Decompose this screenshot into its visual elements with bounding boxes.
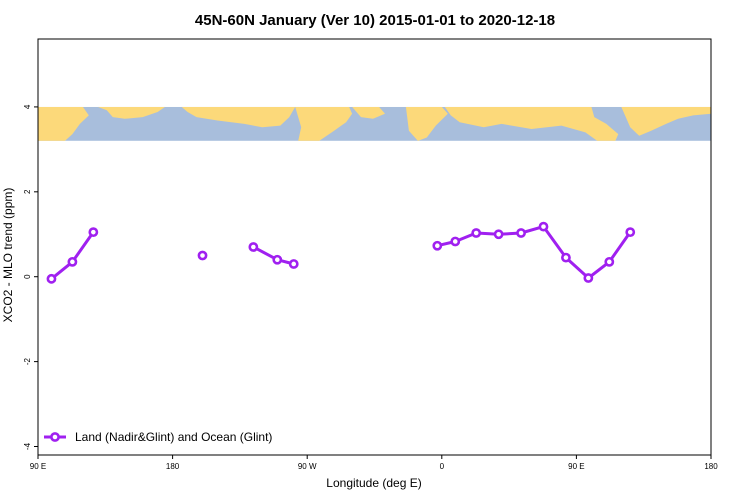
y-axis-title: XCO2 - MLO trend (ppm)	[1, 188, 15, 323]
series-0-line-0	[50, 231, 95, 280]
map-land-7	[621, 106, 711, 136]
y-tick-label-0: -4	[23, 442, 32, 450]
series-0-point-14	[583, 273, 594, 283]
y-tick-label-3: 2	[23, 189, 32, 194]
series-0-point-8	[450, 236, 461, 247]
y-tick-label-2: 0	[23, 274, 32, 279]
map-land-1	[97, 106, 166, 119]
x-tick-label-1: 180	[166, 462, 180, 471]
x-tick-label-2: 90 W	[298, 462, 317, 471]
series-layer	[46, 221, 636, 284]
plot-frame	[37, 38, 712, 456]
series-0-point-10	[493, 229, 504, 240]
y-tick-label-1: -2	[23, 358, 32, 366]
series-0-point-5	[272, 254, 283, 265]
series-0-point-16	[625, 227, 636, 238]
x-tick-label-0: 90 E	[30, 462, 46, 471]
legend-label-0: Land (Nadir&Glint) and Ocean (Glint)	[75, 430, 272, 444]
chart-title: 45N-60N January (Ver 10) 2015-01-01 to 2…	[195, 12, 555, 29]
x-tick-label-5: 180	[704, 462, 718, 471]
x-axis-title: Longitude (deg E)	[326, 476, 421, 490]
world-map-band	[38, 106, 711, 141]
series-0-point-9	[471, 228, 482, 238]
legend-swatch-marker	[50, 432, 60, 442]
x-axis: 90 E 180 90 W 0 90 E 180	[30, 455, 718, 471]
x-tick-label-3: 0	[440, 462, 445, 471]
series-0-point-15	[604, 256, 615, 267]
series-0-point-7	[432, 240, 443, 251]
map-land-2	[181, 106, 296, 128]
y-axis: -4 -2 0 2 4	[23, 104, 38, 450]
legend: Land (Nadir&Glint) and Ocean (Glint)	[44, 430, 272, 444]
series-0-point-11	[516, 228, 526, 238]
map-land-4	[352, 106, 385, 119]
y-tick-label-4: 4	[23, 104, 32, 109]
map-land-0	[38, 106, 89, 141]
series-0-point-0	[46, 273, 57, 284]
map-land-3	[295, 106, 353, 141]
map-land-6	[444, 106, 619, 141]
series-0-point-2	[88, 227, 99, 238]
series-0-point-4	[248, 242, 259, 252]
series-0-point-3	[197, 250, 208, 261]
series-0-point-6	[288, 259, 299, 269]
series-0-point-1	[67, 256, 78, 267]
series-0-point-13	[561, 252, 571, 263]
series-0-point-12	[538, 221, 549, 232]
map-land-5	[405, 106, 448, 141]
x-tick-label-4: 90 E	[568, 462, 584, 471]
series-0-line-3	[436, 225, 632, 280]
